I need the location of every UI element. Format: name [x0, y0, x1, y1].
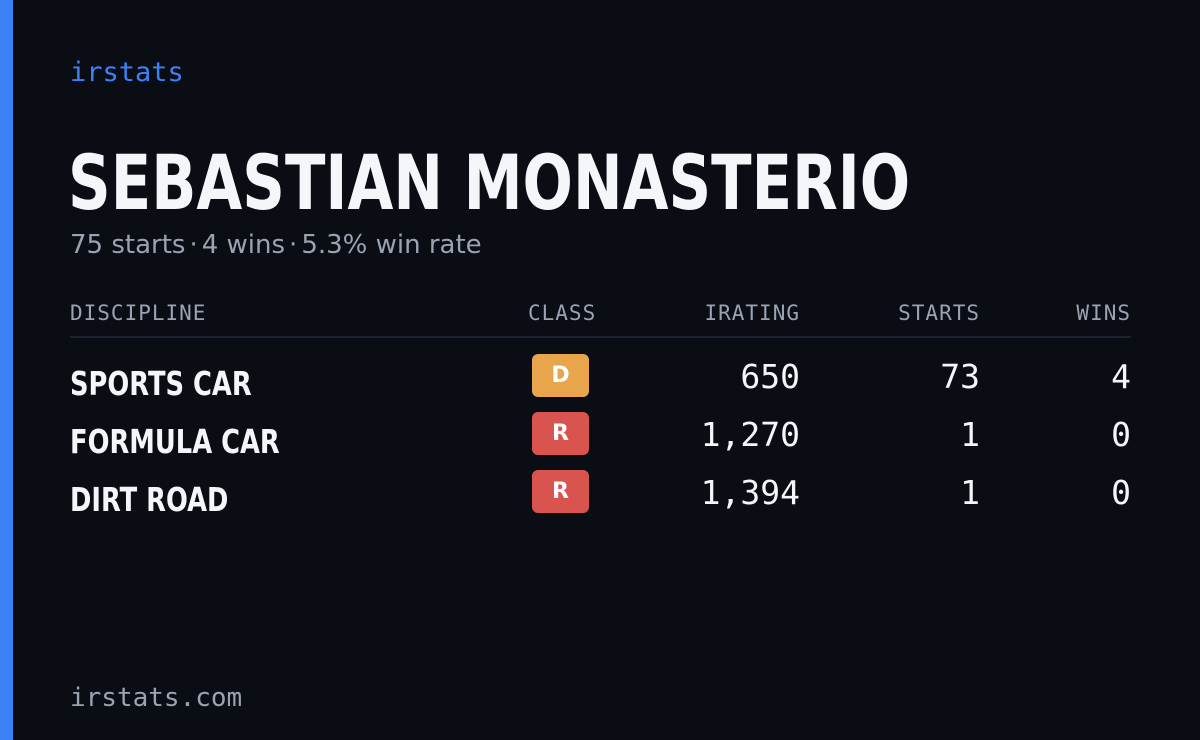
class-badge: D — [532, 354, 589, 397]
brand-logo-text[interactable]: irstats — [70, 57, 184, 88]
class-badge: R — [532, 412, 589, 455]
summary-starts: 75 starts — [70, 230, 186, 260]
table-body: SPORTS CAR D 650 73 4 FORMULA CAR R 1,27… — [70, 354, 1131, 528]
table-row: SPORTS CAR D 650 73 4 — [70, 354, 1131, 412]
driver-summary: 75 starts · 4 wins · 5.3% win rate — [70, 228, 482, 262]
header-class: CLASS — [528, 301, 597, 325]
row-wins: 0 — [1111, 473, 1131, 512]
row-wins: 4 — [1111, 357, 1131, 396]
row-starts: 1 — [960, 473, 980, 512]
row-starts: 1 — [960, 415, 980, 454]
table-header: DISCIPLINE CLASS IRATING STARTS WINS — [70, 296, 1131, 338]
row-starts: 73 — [940, 357, 980, 396]
header-irating: IRATING — [704, 301, 800, 325]
header-starts: STARTS — [898, 301, 980, 325]
accent-bar — [0, 0, 13, 740]
summary-separator: · — [189, 230, 198, 260]
row-discipline: FORMULA CAR — [70, 422, 280, 461]
table-row: DIRT ROAD R 1,394 1 0 — [70, 470, 1131, 528]
header-discipline: DISCIPLINE — [70, 301, 207, 325]
table-row: FORMULA CAR R 1,270 1 0 — [70, 412, 1131, 470]
row-discipline: DIRT ROAD — [70, 480, 229, 519]
footer-url[interactable]: irstats.com — [70, 683, 243, 713]
driver-name: SEBASTIAN MONASTERIO — [68, 138, 911, 227]
row-irating: 650 — [740, 357, 800, 396]
summary-wins: 4 wins — [201, 230, 286, 260]
license-table: DISCIPLINE CLASS IRATING STARTS WINS SPO… — [70, 296, 1131, 528]
row-wins: 0 — [1111, 415, 1131, 454]
row-irating: 1,394 — [700, 473, 800, 512]
row-discipline: SPORTS CAR — [70, 364, 252, 403]
class-badge: R — [532, 470, 589, 513]
summary-win-rate: 5.3% win rate — [301, 230, 482, 260]
header-wins: WINS — [1076, 301, 1131, 325]
row-irating: 1,270 — [700, 415, 800, 454]
summary-separator: · — [289, 230, 298, 260]
